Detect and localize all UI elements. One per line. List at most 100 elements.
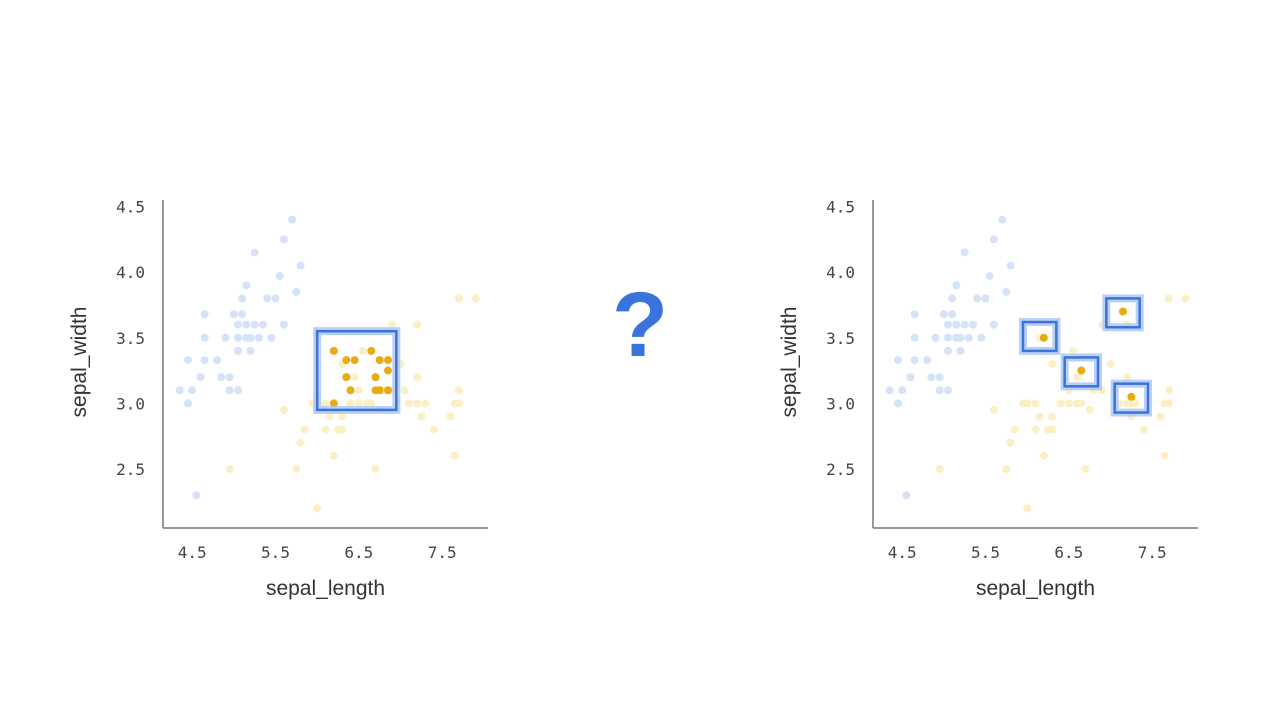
y-tick-label: 2.5 xyxy=(116,460,145,479)
faded-yellow-point xyxy=(1031,399,1040,408)
faded-yellow-point xyxy=(1006,438,1015,447)
faded-yellow-point xyxy=(354,399,363,408)
faded-blue-point xyxy=(200,310,209,319)
selection-box xyxy=(1113,382,1150,414)
faded-yellow-point xyxy=(1048,360,1057,368)
faded-blue-point xyxy=(894,356,902,365)
faded-yellow-point xyxy=(1106,360,1115,368)
highlighted-point xyxy=(384,366,392,375)
faded-yellow-point xyxy=(1010,425,1019,434)
faded-yellow-point xyxy=(421,399,430,408)
faded-yellow-point xyxy=(1039,451,1048,460)
faded-yellow-point xyxy=(296,438,305,447)
faded-blue-point xyxy=(894,399,902,408)
faded-yellow-point xyxy=(413,399,422,408)
faded-blue-point xyxy=(956,333,965,342)
selection-box xyxy=(1063,356,1100,388)
x-tick-label: 7.5 xyxy=(1138,543,1167,562)
selection-box xyxy=(315,329,398,412)
faded-blue-point xyxy=(885,386,894,395)
x-tick-label: 4.5 xyxy=(888,543,917,562)
highlighted-point xyxy=(342,373,351,382)
faded-yellow-point xyxy=(454,399,463,408)
highlighted-point xyxy=(375,386,384,395)
faded-yellow-point xyxy=(413,320,422,329)
highlighted-point xyxy=(1077,366,1086,375)
faded-blue-point xyxy=(238,294,247,303)
faded-blue-point xyxy=(267,333,276,342)
y-tick-label: 3.0 xyxy=(116,394,145,413)
faded-yellow-point xyxy=(1164,294,1173,303)
faded-yellow-point xyxy=(454,294,463,303)
faded-blue-point xyxy=(234,386,242,395)
faded-blue-point xyxy=(246,346,255,355)
faded-blue-point xyxy=(927,373,936,382)
faded-yellow-point xyxy=(404,399,413,408)
faded-yellow-point xyxy=(417,412,426,421)
faded-yellow-point xyxy=(371,464,380,473)
faded-blue-point xyxy=(184,356,192,365)
faded-blue-point xyxy=(935,386,944,395)
selection-box xyxy=(1021,320,1058,353)
x-tick-label: 5.5 xyxy=(261,543,290,562)
faded-yellow-point xyxy=(1023,399,1032,408)
highlighted-point xyxy=(1119,307,1127,316)
faded-blue-point xyxy=(960,320,969,329)
faded-yellow-point xyxy=(313,504,322,513)
faded-blue-point xyxy=(956,346,965,355)
faded-blue-point xyxy=(1006,261,1015,270)
faded-blue-point xyxy=(242,320,251,329)
faded-blue-point xyxy=(989,320,998,329)
faded-yellow-point xyxy=(1164,386,1173,395)
faded-blue-point xyxy=(931,333,940,342)
faded-yellow-point xyxy=(1031,425,1040,434)
faded-yellow-point xyxy=(346,399,355,408)
faded-blue-point xyxy=(175,386,184,395)
faded-yellow-point xyxy=(1023,504,1032,513)
faded-blue-point xyxy=(902,491,911,500)
faded-yellow-point xyxy=(1064,399,1073,408)
y-tick-label: 3.0 xyxy=(826,394,855,413)
faded-yellow-point xyxy=(989,405,998,414)
scatter-plot-right-svg: 4.5 5.5 6.5 7.5 2.5 3.0 3.5 4.0 4.5 sepal_length s… xyxy=(778,198,1198,600)
faded-yellow-point xyxy=(1164,399,1173,408)
highlighted-point xyxy=(350,356,359,365)
faded-yellow-point xyxy=(225,464,234,473)
faded-blue-point xyxy=(977,333,986,342)
faded-yellow-point xyxy=(350,373,359,382)
faded-yellow-point xyxy=(329,451,338,460)
faded-yellow-point xyxy=(413,373,422,382)
highlighted-point xyxy=(329,399,338,408)
faded-blue-point xyxy=(939,310,948,319)
faded-blue-point xyxy=(985,272,994,281)
faded-yellow-point xyxy=(471,294,480,303)
faded-blue-point xyxy=(1002,287,1011,296)
faded-blue-point xyxy=(275,272,284,281)
faded-blue-point xyxy=(898,386,907,395)
faded-yellow-point xyxy=(354,386,363,395)
faded-blue-point xyxy=(944,346,952,355)
faded-blue-point xyxy=(288,215,297,224)
faded-blue-point xyxy=(292,287,301,296)
faded-blue-point xyxy=(973,294,982,303)
x-axis-label: sepal_length xyxy=(266,577,385,600)
highlighted-point xyxy=(384,356,392,365)
faded-blue-point xyxy=(250,320,259,329)
faded-yellow-point xyxy=(1002,464,1011,473)
faded-blue-point xyxy=(254,333,263,342)
faded-yellow-point xyxy=(1123,373,1132,382)
faded-yellow-point xyxy=(388,320,397,329)
faded-yellow-point xyxy=(1160,451,1169,460)
x-axis-label: sepal_length xyxy=(976,577,1095,600)
faded-yellow-point xyxy=(1069,346,1077,355)
y-tick-label: 4.0 xyxy=(116,263,145,282)
faded-blue-point xyxy=(234,320,242,329)
faded-blue-point xyxy=(246,333,255,342)
y-tick-label: 4.0 xyxy=(826,263,855,282)
faded-yellow-point xyxy=(1048,412,1057,421)
faded-blue-point xyxy=(225,386,234,395)
faded-yellow-point xyxy=(1081,464,1090,473)
faded-yellow-point xyxy=(279,405,288,414)
faded-yellow-point xyxy=(321,399,330,408)
y-tick-label: 3.5 xyxy=(826,329,855,348)
